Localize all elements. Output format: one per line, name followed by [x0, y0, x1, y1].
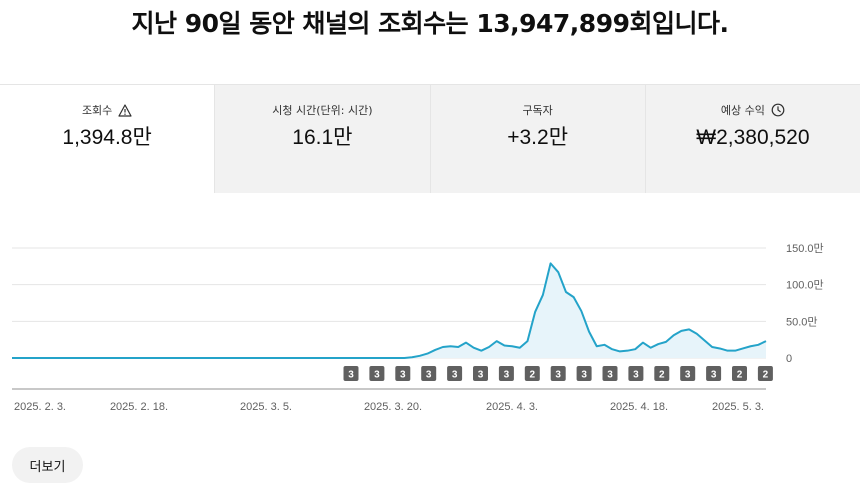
video-badge-count: 3: [348, 370, 354, 381]
views-chart-svg: 150.0만 100.0만 50.0만 0 3 3 3 3 3 3 3 2 3 3 3 3 2 3 3 2 2 2025.…: [12, 242, 824, 413]
video-badge-count: 2: [530, 370, 536, 381]
metric-tabs: 조회수 1,394.8만 시청 시간(단위: 시간) 16.1만 구독자 +3.…: [0, 85, 860, 193]
video-badge: [550, 366, 566, 381]
x-tick-label: 2025. 4. 3.: [486, 401, 538, 413]
video-badge: [498, 366, 514, 381]
tab-views-label: 조회수: [81, 104, 113, 117]
views-line: [12, 262, 767, 359]
video-badge-count: 3: [478, 370, 484, 381]
video-badge-count: 3: [581, 370, 587, 381]
tab-views-value: 1,394.8만: [62, 126, 152, 149]
page-title: 지난 90일 동안 채널의 조회수는 13,947,899회입니다.: [131, 9, 729, 38]
video-badge-count: 3: [607, 370, 613, 381]
video-badge: [576, 366, 592, 381]
video-badge: [369, 366, 385, 381]
tab-watch-time-value: 16.1만: [292, 126, 353, 149]
views-chart: 150.0만 100.0만 50.0만 0 3 3 3 3 3 3 3 2 3 3 3 3 2 3 3 2 2 2025.…: [0, 193, 860, 423]
video-badge-count: 2: [763, 370, 769, 381]
x-tick-label: 2025. 3. 5.: [240, 401, 292, 413]
tab-subscribers[interactable]: 구독자 +3.2만: [429, 85, 645, 193]
video-badge: [602, 366, 618, 381]
warning-icon[interactable]: [118, 103, 132, 117]
y-tick-label: 0: [786, 353, 792, 365]
clock-icon[interactable]: [771, 103, 785, 117]
tab-watch-time[interactable]: 시청 시간(단위: 시간) 16.1만: [214, 85, 430, 193]
video-badge-count: 3: [685, 370, 691, 381]
x-tick-label: 2025. 2. 3.: [14, 401, 66, 413]
video-badge: [343, 366, 359, 381]
video-badge-count: 3: [374, 370, 380, 381]
video-badge-count: 2: [659, 370, 665, 381]
y-tick-label: 150.0만: [786, 242, 824, 255]
video-badge: [421, 366, 437, 381]
video-badge-count: 3: [400, 370, 406, 381]
tab-revenue[interactable]: 예상 수익 ₩2,380,520: [644, 85, 860, 193]
video-badge-count: 2: [737, 370, 743, 381]
y-tick-label: 50.0만: [786, 315, 818, 328]
x-tick-label: 2025. 3. 20.: [364, 401, 422, 413]
video-badge: [628, 366, 644, 381]
video-badge-count: 3: [426, 370, 432, 381]
tab-subscribers-label: 구독자: [522, 104, 553, 117]
video-badge: [447, 366, 463, 381]
tab-views[interactable]: 조회수 1,394.8만: [0, 85, 215, 193]
divider: [0, 84, 860, 85]
tab-revenue-label: 예상 수익: [720, 104, 765, 117]
video-badge-count: 3: [452, 370, 458, 381]
views-area: [12, 263, 766, 358]
video-badge-count: 3: [633, 370, 639, 381]
video-badge-count: 3: [504, 370, 510, 381]
x-tick-label: 2025. 4. 18.: [610, 401, 668, 413]
y-tick-label: 100.0만: [786, 279, 824, 292]
x-tick-label: 2025. 2. 18.: [110, 401, 168, 413]
tab-watch-time-label: 시청 시간(단위: 시간): [272, 104, 373, 117]
video-badge-count: 3: [555, 370, 561, 381]
video-badge: [524, 366, 540, 381]
video-badge: [654, 366, 670, 381]
video-badge: [757, 366, 773, 381]
more-button[interactable]: 더보기: [12, 447, 83, 483]
video-badge: [680, 366, 696, 381]
x-tick-label: 2025. 5. 3.: [712, 401, 764, 413]
video-badge: [473, 366, 488, 381]
video-badge: [732, 366, 747, 381]
video-badge: [395, 366, 411, 381]
tab-revenue-value: ₩2,380,520: [696, 126, 810, 149]
video-badge-count: 3: [711, 370, 717, 381]
video-badge: [706, 366, 722, 381]
tab-subscribers-value: +3.2만: [507, 126, 569, 149]
